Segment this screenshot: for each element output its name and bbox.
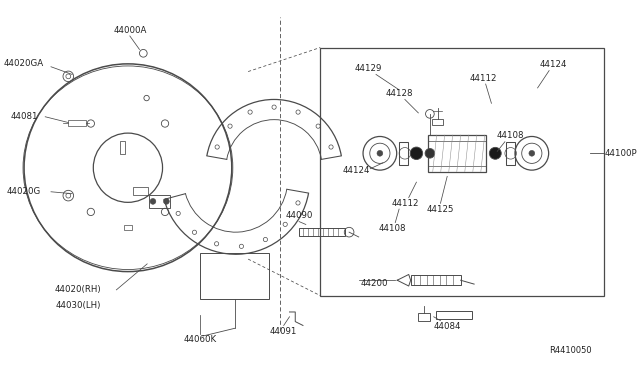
Circle shape bbox=[163, 199, 169, 204]
Bar bbox=[506, 142, 515, 165]
Bar bbox=[320, 48, 604, 296]
Text: 44030(LH): 44030(LH) bbox=[55, 301, 100, 310]
Bar bbox=[432, 119, 444, 125]
Text: 44112: 44112 bbox=[470, 74, 497, 83]
Text: 44200: 44200 bbox=[361, 279, 388, 288]
Text: 44020(RH): 44020(RH) bbox=[54, 285, 101, 294]
Bar bbox=[419, 313, 430, 321]
Bar bbox=[399, 142, 408, 165]
Text: 44081: 44081 bbox=[10, 112, 38, 121]
Bar bbox=[124, 225, 132, 230]
Text: 44020G: 44020G bbox=[7, 187, 41, 196]
Text: 44060K: 44060K bbox=[184, 336, 216, 344]
Text: R4410050: R4410050 bbox=[549, 346, 591, 355]
Text: 44128: 44128 bbox=[385, 89, 413, 98]
Circle shape bbox=[150, 199, 156, 204]
Circle shape bbox=[425, 148, 435, 158]
Text: 44124: 44124 bbox=[343, 166, 371, 175]
Bar bbox=[299, 228, 345, 236]
Text: 44100P: 44100P bbox=[605, 149, 637, 158]
Bar bbox=[411, 275, 461, 285]
Bar bbox=[132, 187, 148, 195]
Text: 44084: 44084 bbox=[433, 322, 461, 331]
Text: 44020GA: 44020GA bbox=[4, 60, 44, 68]
Text: 44112: 44112 bbox=[391, 199, 419, 208]
Bar bbox=[428, 135, 486, 171]
Circle shape bbox=[410, 147, 422, 160]
Bar bbox=[436, 311, 472, 319]
Text: 44108: 44108 bbox=[497, 131, 524, 141]
Text: 44000A: 44000A bbox=[113, 26, 147, 35]
Text: 44108: 44108 bbox=[379, 224, 406, 233]
Bar bbox=[149, 195, 170, 208]
Bar bbox=[120, 141, 125, 154]
Text: 44091: 44091 bbox=[270, 327, 298, 336]
Text: 44090: 44090 bbox=[285, 211, 313, 220]
Circle shape bbox=[490, 147, 501, 159]
Text: 44125: 44125 bbox=[427, 205, 454, 214]
Bar bbox=[68, 120, 86, 126]
Circle shape bbox=[377, 150, 383, 156]
Bar bbox=[200, 253, 269, 299]
Circle shape bbox=[529, 150, 534, 156]
Text: 44124: 44124 bbox=[540, 60, 567, 69]
Text: 44129: 44129 bbox=[355, 64, 382, 73]
